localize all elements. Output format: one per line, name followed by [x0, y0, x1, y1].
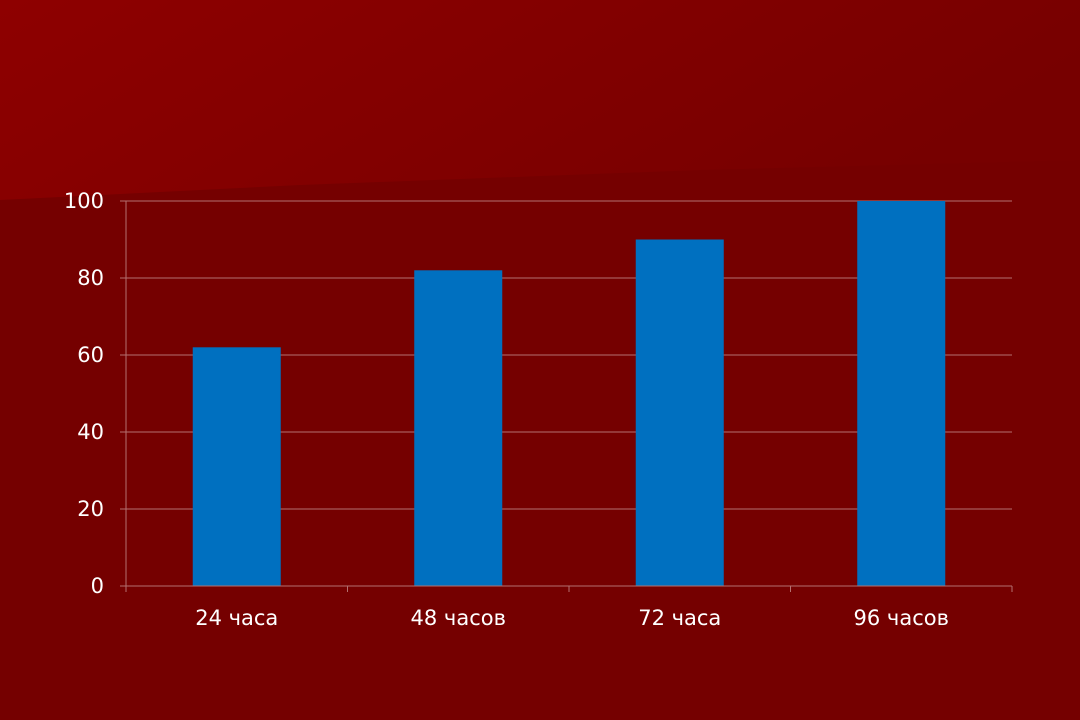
plot-area: 0 20 40 60 80 100 24 часа 48 часов 72 часа 96 ча… — [64, 189, 1013, 630]
y-tick-label: 40 — [77, 420, 104, 444]
bar — [857, 201, 946, 586]
y-tick-label: 100 — [64, 189, 104, 213]
y-tick-label: 20 — [77, 497, 104, 521]
y-tick-labels: 0 20 40 60 80 100 — [64, 189, 104, 598]
bars — [192, 201, 946, 586]
header-band — [0, 0, 1080, 200]
axes — [120, 200, 1013, 592]
x-tick-label: 24 часа — [195, 606, 278, 630]
x-tick-label: 72 часа — [638, 606, 721, 630]
y-tick-label: 80 — [77, 266, 104, 290]
x-tick-label: 96 часов — [854, 606, 949, 630]
x-tick-label: 48 часов — [411, 606, 506, 630]
y-tick-label: 60 — [77, 343, 104, 367]
bar — [192, 347, 281, 586]
bar — [414, 270, 503, 586]
y-tick-label: 0 — [91, 574, 104, 598]
bar — [635, 239, 724, 586]
x-tick-labels: 24 часа 48 часов 72 часа 96 часов — [195, 606, 949, 630]
